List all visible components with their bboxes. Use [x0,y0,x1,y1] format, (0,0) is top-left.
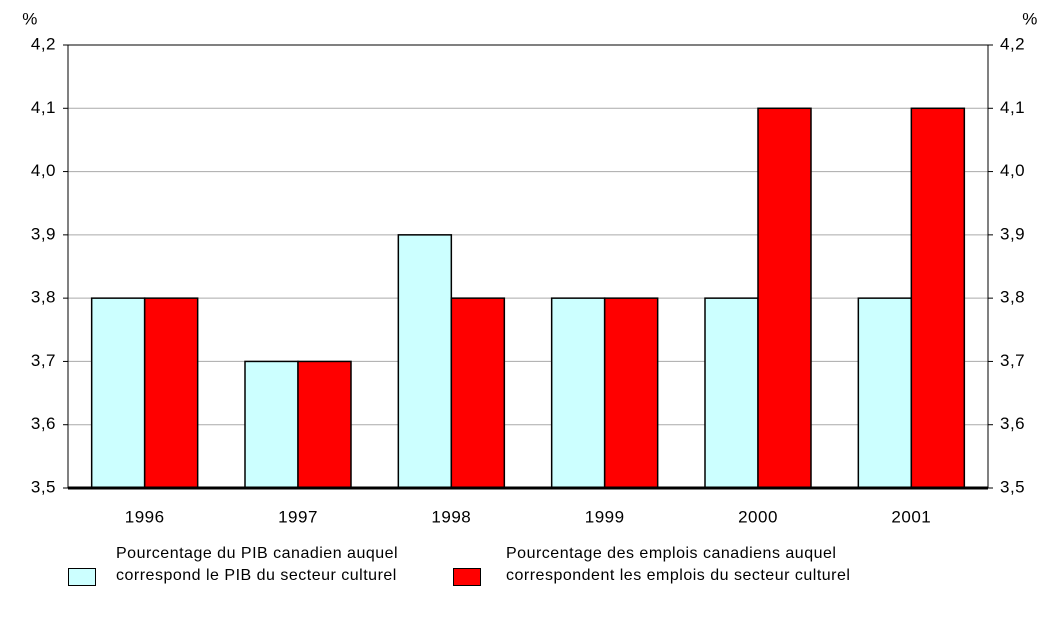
bar [603,297,659,489]
bar [857,297,913,489]
y-tick-label: 3,5 [31,477,56,496]
y2-tick-label: 4,1 [1000,98,1025,117]
x-tick-label: 2000 [738,507,778,526]
y-tick-label: 4,2 [31,34,56,53]
y-tick-label: 3,8 [31,288,56,307]
y-tick-label: 3,6 [31,414,56,433]
x-tick-label: 1999 [585,507,625,526]
y-tick-label: 4,0 [31,161,56,180]
y2-tick-label: 3,8 [1000,288,1025,307]
y-axis-label: % [22,9,38,28]
legend-label: Pourcentage du PIB canadien auquel corre… [116,545,399,584]
x-tick-label: 1996 [125,507,165,526]
y-tick-label: 3,9 [31,224,56,243]
bar [450,297,506,489]
y2-tick-label: 4,0 [1000,161,1025,180]
x-tick-label: 1998 [431,507,471,526]
bar [244,360,299,489]
y2-tick-label: 3,9 [1000,224,1025,243]
bar [910,107,966,489]
y2-tick-label: 3,7 [1000,351,1025,370]
x-tick-label: 2001 [891,507,931,526]
y2-tick-label: 3,5 [1000,477,1025,496]
y2-tick-label: 3,6 [1000,414,1025,433]
chart: % % 3,5 3,6 3,7 3,8 3,9 4,0 4,1 4,2 3,5 3,6 3,7 3,8… [22,9,1038,526]
legend-swatch [453,568,481,586]
bar [297,360,352,489]
legend-label: Pourcentage des emplois canadiens auquel… [506,545,851,584]
y2-axis-label: % [1022,9,1038,28]
bar [757,107,812,489]
y-tick-label: 3,7 [31,351,56,370]
y-tick-label: 4,1 [31,98,56,117]
plot-frame [67,44,989,489]
bar [550,297,606,489]
legend-swatch [68,568,96,586]
x-tick-label: 1997 [278,507,318,526]
bar [143,297,199,489]
bar [704,297,759,489]
bar [90,297,146,489]
bar [397,234,453,489]
y2-tick-label: 4,2 [1000,34,1025,53]
